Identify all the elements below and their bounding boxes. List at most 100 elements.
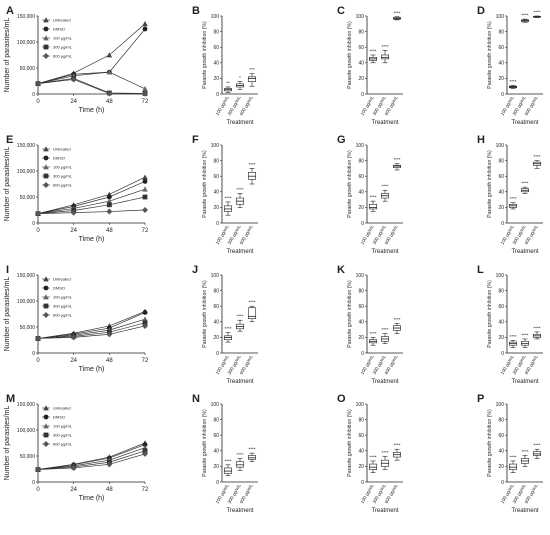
y-tick-label: 0: [216, 480, 219, 486]
panel-letter: I: [6, 264, 9, 276]
x-tick-label: 48: [106, 358, 113, 364]
box-3: ***600 μg/mL: [239, 67, 257, 116]
y-tick-label: 100: [356, 14, 365, 20]
legend-label: 100 μg/mL: [53, 295, 73, 300]
data-point: [142, 26, 148, 32]
y-tick-label: 20: [213, 335, 219, 341]
data-point: [142, 442, 148, 447]
legend-label: DMSO: [53, 156, 65, 161]
x-axis-label: Treatment: [226, 379, 253, 385]
box-iqr: [247, 307, 257, 319]
legend-label: Untreated: [53, 18, 71, 23]
series-5: [35, 76, 148, 97]
series-line: [37, 23, 146, 84]
legend: Untreated DMSO 100 μg/mL 300 μg/mL 600 μg/mL: [42, 17, 73, 59]
line-panel-m: M 150,000 100,000 50,000 00 24 48 72 Time (h) Num…: [4, 393, 149, 502]
line-panel-i: I 150,000 100,000 50,000 00 24 48 72 Time (h) Num…: [4, 264, 149, 373]
legend-label: DMSO: [53, 415, 65, 420]
y-tick-label: 150,000: [17, 143, 35, 149]
significance-stars: ****: [393, 10, 400, 15]
y-tick-label: 100: [356, 273, 365, 279]
series-line: [37, 444, 146, 470]
x-axis-label: Treatment: [371, 379, 398, 385]
series-1: [35, 174, 148, 217]
y-tick-label: 20: [498, 205, 504, 211]
y-axis-label: Parasite growth inhibition (%): [487, 150, 493, 218]
legend-marker: [43, 182, 49, 188]
x-tick-label: 48: [106, 487, 113, 493]
y-tick-label: 80: [213, 417, 219, 423]
y-axis-label: Number of parasites/mL: [4, 147, 11, 222]
y-tick-label: 40: [213, 449, 219, 455]
data-point: [142, 450, 148, 457]
x-tick-label: 0: [36, 228, 40, 234]
series-line: [37, 312, 146, 339]
panel-letter: J: [192, 264, 198, 276]
box-2: ****300 μg/mL: [512, 181, 530, 245]
x-axis-label: Treatment: [511, 508, 538, 514]
y-tick-label: 100: [496, 14, 505, 20]
panel-letter: F: [192, 134, 199, 146]
significance-stars: **: [226, 80, 230, 85]
data-point: [35, 466, 41, 473]
x-tick-label: 0: [36, 99, 40, 105]
y-tick-label: 80: [213, 29, 219, 35]
legend-marker: [43, 432, 49, 438]
y-tick-label: 80: [498, 158, 504, 164]
significance-stars: ***: [249, 67, 255, 72]
significance-stars: ****: [381, 184, 388, 189]
y-tick-label: 100: [496, 273, 505, 279]
panel-letter: C: [337, 5, 345, 17]
x-tick-label: 72: [142, 228, 149, 234]
panel-letter: A: [6, 5, 14, 17]
series-line: [37, 78, 146, 94]
y-tick-label: 100,000: [17, 299, 35, 305]
y-tick-label: 50,000: [20, 66, 36, 72]
significance-stars: ****: [381, 327, 388, 332]
y-tick-label: 50,000: [20, 195, 36, 201]
box-3: ****600 μg/mL: [524, 10, 542, 116]
legend-marker: [43, 414, 49, 420]
data-point: [142, 179, 148, 184]
series-3: [35, 186, 148, 217]
series-line: [37, 450, 146, 470]
legend-label: Untreated: [53, 147, 71, 152]
significance-stars: ****: [393, 317, 400, 322]
data-point: [35, 80, 41, 87]
y-tick-label: 100: [211, 143, 220, 149]
series-line: [37, 28, 146, 84]
series-line: [37, 318, 146, 339]
y-axis-label: Parasite growth inhibition (%): [202, 150, 208, 218]
significance-stars: ****: [393, 157, 400, 162]
x-tick-label: 48: [106, 228, 113, 234]
data-point: [142, 194, 148, 200]
y-tick-label: 40: [358, 61, 364, 67]
legend-marker: [43, 294, 49, 300]
significance-stars: ****: [236, 452, 243, 457]
data-point: [142, 207, 148, 213]
significance-stars: ****: [236, 187, 243, 192]
data-point: [106, 90, 113, 97]
panel-letter: H: [477, 134, 485, 146]
y-tick-label: 40: [498, 61, 504, 67]
series-3: [35, 69, 148, 92]
y-tick-label: 40: [498, 449, 504, 455]
y-tick-label: 0: [501, 221, 504, 227]
legend-label: 600 μg/mL: [53, 313, 73, 318]
y-axis-label: Parasite growth inhibition (%): [202, 21, 208, 89]
y-tick-label: 60: [358, 304, 364, 310]
y-tick-label: 40: [213, 320, 219, 326]
y-tick-label: 60: [498, 304, 504, 310]
series-line: [37, 209, 146, 214]
series-3: [35, 444, 148, 472]
y-tick-label: 80: [358, 288, 364, 294]
y-axis-label: Number of parasites/mL: [4, 277, 11, 352]
y-tick-label: 150,000: [17, 273, 35, 279]
